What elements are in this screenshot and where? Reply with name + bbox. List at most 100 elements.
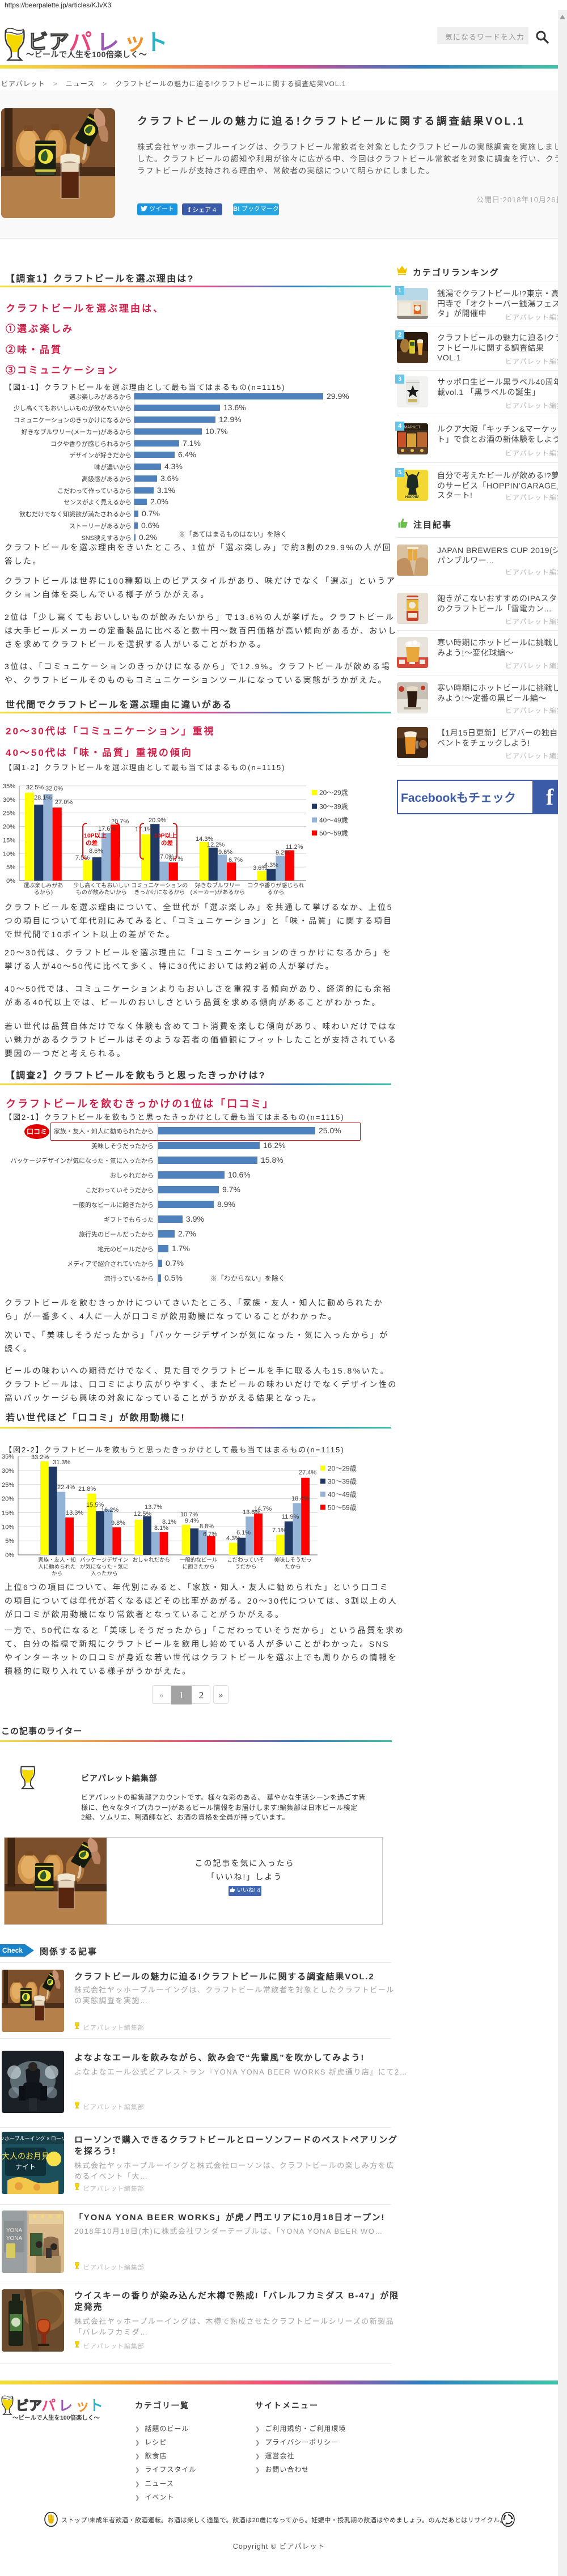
svg-text:ナイト: ナイト (15, 2163, 36, 2171)
svg-text:8.1%: 8.1% (154, 1525, 168, 1532)
svg-text:0%: 0% (6, 878, 15, 885)
svg-text:7.1%: 7.1% (272, 1527, 286, 1534)
svg-text:20%: 20% (3, 824, 15, 831)
svg-text:に飽きたから: に飽きたから (183, 1563, 215, 1570)
svg-text:21.8%: 21.8% (78, 1486, 96, 1493)
svg-text:20.7%: 20.7% (111, 818, 129, 825)
svg-text:4.3%: 4.3% (226, 1535, 240, 1542)
svg-text:10.7%: 10.7% (180, 1511, 198, 1518)
svg-text:8.8%: 8.8% (200, 1523, 214, 1530)
svg-text:9.8%: 9.8% (111, 1520, 125, 1527)
svg-text:40〜49歳: 40〜49歳 (319, 817, 348, 824)
svg-text:3.6%: 3.6% (253, 865, 267, 872)
svg-text:コクや香りが感じられ: コクや香りが感じられ (247, 882, 304, 889)
svg-text:人に勧められた: 人に勧められた (38, 1563, 76, 1570)
svg-text:32.0%: 32.0% (45, 785, 63, 792)
svg-text:の差: の差 (161, 839, 173, 847)
svg-text:11.2%: 11.2% (286, 844, 303, 851)
svg-text:17.6%: 17.6% (98, 826, 116, 832)
svg-text:35%: 35% (3, 783, 15, 790)
svg-text:9.6%: 9.6% (218, 849, 232, 856)
svg-text:6.7%: 6.7% (169, 856, 183, 862)
svg-text:17.1%: 17.1% (135, 826, 153, 833)
svg-text:10%: 10% (3, 851, 15, 857)
svg-text:が気になった・気に: が気になった・気に (80, 1563, 129, 1570)
svg-text:11.9%: 11.9% (282, 1514, 299, 1520)
svg-text:15.5%: 15.5% (86, 1502, 104, 1508)
svg-text:から: から (52, 1571, 62, 1577)
svg-text:4.3%: 4.3% (264, 862, 278, 869)
svg-text:たから: たから (285, 1564, 301, 1570)
svg-text:14.7%: 14.7% (254, 1506, 272, 1512)
svg-text:9.4%: 9.4% (185, 1517, 199, 1524)
svg-text:好きなブルワリー: 好きなブルワリー (195, 882, 240, 889)
svg-text:きっかけになるから: きっかけになるから (134, 889, 185, 896)
svg-text:うだから: うだから (235, 1564, 256, 1570)
svg-text:5%: 5% (5, 1538, 14, 1545)
svg-text:13.7%: 13.7% (145, 1504, 162, 1511)
svg-text:コミュニケーションの: コミュニケーションの (131, 882, 188, 889)
svg-text:25%: 25% (3, 810, 15, 817)
svg-text:30%: 30% (3, 797, 15, 804)
svg-text:8.1%: 8.1% (162, 1519, 176, 1525)
svg-text:入ったから: 入ったから (91, 1571, 118, 1577)
svg-text:16.2%: 16.2% (101, 1507, 119, 1514)
svg-text:の差: の差 (86, 839, 98, 847)
svg-text:32.5%: 32.5% (26, 784, 44, 791)
svg-text:27.4%: 27.4% (299, 1469, 316, 1476)
svg-text:14.3%: 14.3% (196, 836, 213, 843)
svg-text:パッケージデザイン: パッケージデザイン (80, 1557, 128, 1563)
svg-text:30%: 30% (2, 1468, 14, 1474)
svg-text:15%: 15% (3, 837, 15, 844)
svg-text:9.2%: 9.2% (276, 849, 290, 856)
svg-text:25%: 25% (2, 1482, 14, 1489)
svg-text:13.3%: 13.3% (66, 1510, 83, 1516)
svg-text:20〜29歳: 20〜29歳 (328, 1465, 357, 1473)
svg-text:12.2%: 12.2% (207, 841, 225, 848)
svg-text:5%: 5% (6, 864, 15, 871)
svg-text:YONA: YONA (6, 2235, 23, 2242)
svg-text:10P以上: 10P以上 (154, 832, 177, 839)
svg-text:選ぶ楽しみがあ: 選ぶ楽しみがあ (23, 882, 63, 889)
svg-text:HOPPIN': HOPPIN' (405, 496, 420, 499)
svg-text:ものが飲みたいから: ものが飲みたいから (76, 889, 127, 896)
svg-text:7.5%: 7.5% (75, 855, 90, 861)
svg-text:31.3%: 31.3% (53, 1459, 70, 1466)
svg-text:18.4%: 18.4% (291, 1495, 309, 1502)
svg-text:35%: 35% (2, 1453, 14, 1460)
svg-text:6.1%: 6.1% (236, 1529, 251, 1536)
svg-text:(メーカー)があるから: (メーカー)があるから (191, 889, 246, 896)
svg-text:22.4%: 22.4% (57, 1484, 75, 1491)
svg-text:少し高くてもおいしい: 少し高くてもおいしい (73, 882, 129, 889)
svg-text:6.7%: 6.7% (229, 857, 243, 864)
svg-text:28.1%: 28.1% (34, 794, 52, 801)
svg-text:27.0%: 27.0% (55, 799, 73, 806)
svg-text:50〜59歳: 50〜59歳 (328, 1504, 357, 1512)
svg-text:40〜49歳: 40〜49歳 (328, 1491, 357, 1499)
svg-text:13.6%: 13.6% (243, 1509, 260, 1516)
svg-text:MARKET: MARKET (404, 426, 421, 430)
svg-text:20.9%: 20.9% (149, 817, 166, 824)
svg-text:こだわっていそ: こだわっていそ (227, 1557, 264, 1563)
svg-text:15%: 15% (2, 1510, 14, 1517)
svg-text:30〜39歳: 30〜39歳 (319, 803, 348, 811)
svg-text:家族・友人・知: 家族・友人・知 (38, 1557, 76, 1563)
svg-text:美味しそうだっ: 美味しそうだっ (274, 1557, 312, 1563)
svg-text:一般的なビール: 一般的なビール (180, 1557, 218, 1563)
svg-text:るから: るから (267, 889, 284, 896)
svg-text:20〜29歳: 20〜29歳 (319, 789, 348, 797)
svg-text:10P以上: 10P以上 (84, 832, 107, 839)
svg-text:ヤッホーブルーイング × ローソン: ヤッホーブルーイング × ローソン (2, 2135, 64, 2141)
svg-text:12.5%: 12.5% (134, 1511, 151, 1517)
svg-text:30〜39歳: 30〜39歳 (328, 1478, 357, 1486)
svg-text:0%: 0% (5, 1552, 14, 1559)
svg-text:50〜59歳: 50〜59歳 (319, 830, 348, 838)
svg-text:おしゃれだから: おしゃれだから (133, 1557, 171, 1563)
svg-text:10%: 10% (2, 1524, 14, 1531)
svg-text:20%: 20% (2, 1496, 14, 1503)
svg-text:YONA: YONA (6, 2228, 23, 2234)
svg-text:33.2%: 33.2% (31, 1454, 49, 1461)
svg-text:るから): るから) (34, 889, 53, 896)
svg-text:7.0%: 7.0% (160, 853, 174, 860)
svg-text:6.7%: 6.7% (203, 1531, 217, 1538)
